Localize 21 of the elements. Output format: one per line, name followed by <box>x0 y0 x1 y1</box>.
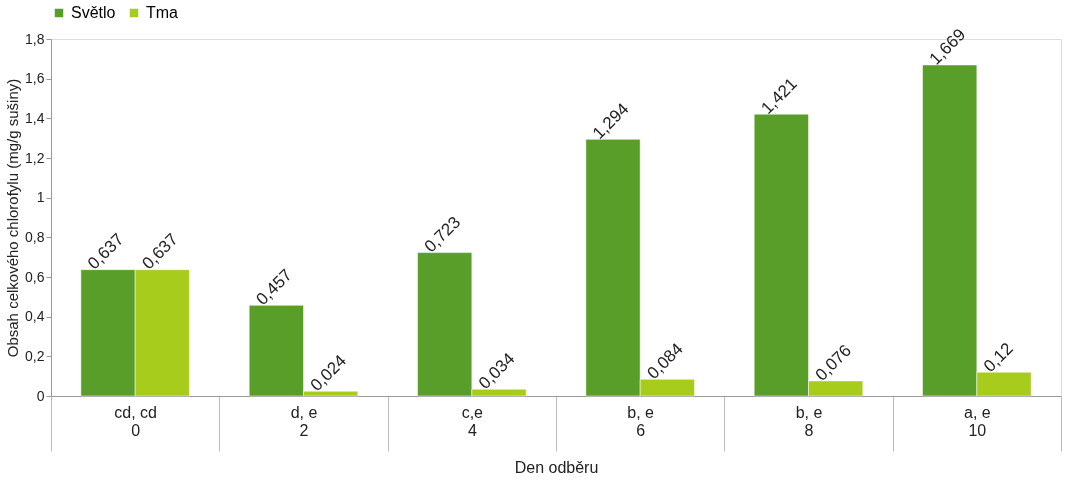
x-tick-label: b, e 6 <box>627 403 655 439</box>
y-tick-label: 1 <box>36 189 45 206</box>
y-axis-title: Obsah celkového chlorofylu (mg/g sušiny) <box>4 78 22 358</box>
y-tick-label: 1,4 <box>25 109 45 126</box>
legend-label: Světlo <box>71 4 116 21</box>
x-axis-title: Den odběru <box>514 459 599 476</box>
y-tick-label: 0,2 <box>25 347 45 364</box>
x-tick-label: c,e 4 <box>461 403 484 439</box>
x-tick-label: cd, cd 0 <box>114 403 158 439</box>
y-tick-label: 0,8 <box>25 228 45 245</box>
x-tick-label: a, e 10 <box>963 403 991 439</box>
y-tick-label: 0 <box>36 387 45 404</box>
y-tick-label: 0,6 <box>25 268 45 285</box>
y-tick-label: 0,4 <box>25 308 45 325</box>
data-label: 0,12 <box>979 338 1017 376</box>
x-tick-label: d, e 2 <box>290 403 318 439</box>
y-tick-label: 1,2 <box>25 149 45 166</box>
legend-label: Tma <box>146 4 179 21</box>
y-tick-label: 1,8 <box>25 30 45 47</box>
y-tick-label: 1,6 <box>25 70 45 87</box>
x-tick-label: b, e 8 <box>795 403 823 439</box>
